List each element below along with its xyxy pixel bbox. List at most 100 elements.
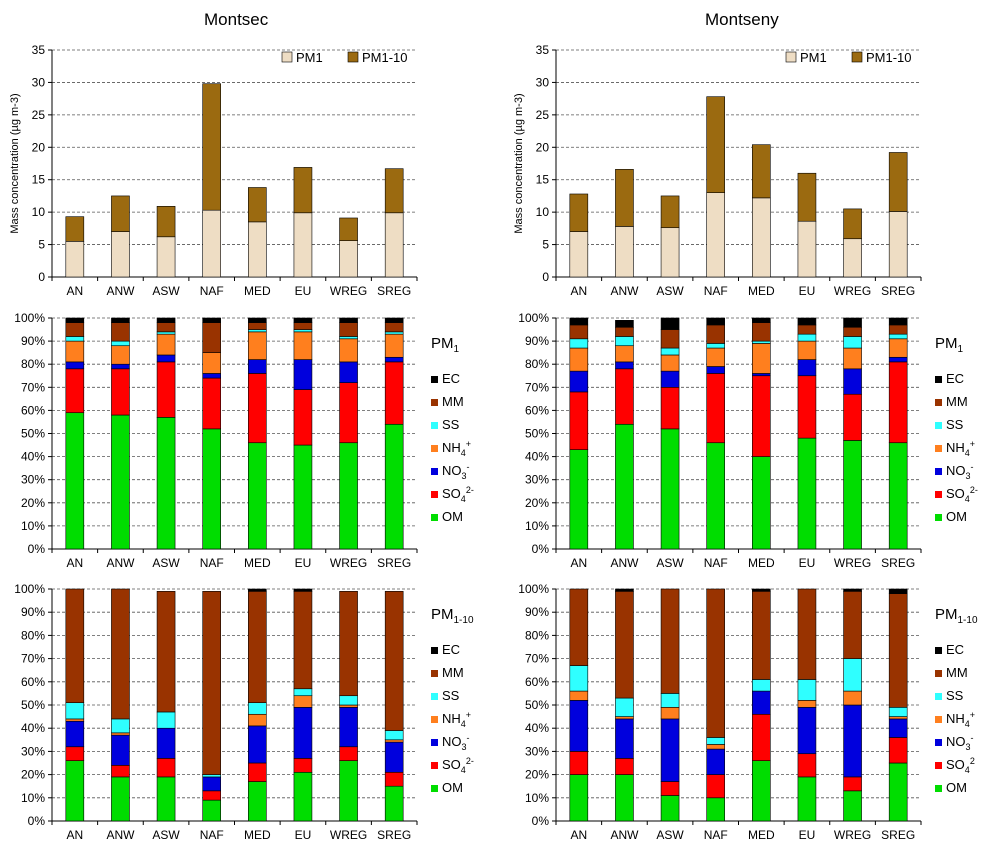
- y-axis-label: Mass concentration (µg m-3): [513, 93, 525, 233]
- bar-segment-pm1-asw: [660, 227, 680, 278]
- bar-segment-no3-naf: [202, 776, 221, 792]
- bar-segment-nh4-wreg: [843, 347, 862, 370]
- bar-segment-ss-naf: [202, 774, 221, 778]
- bar-segment-pm1-anw: [111, 231, 130, 278]
- y-tick-label: 90%: [525, 605, 549, 619]
- bar-segment-pm1-10-med: [752, 144, 771, 199]
- y-tick-label: 40%: [21, 721, 45, 735]
- bar-segment-nh4-an: [569, 690, 589, 701]
- y-tick-label: 60%: [21, 403, 45, 417]
- y-tick-label: 5: [38, 238, 45, 252]
- bar-segment-so4-asw: [660, 386, 680, 430]
- legend-label-ss: SS: [946, 417, 964, 432]
- y-tick-label: 30%: [525, 744, 549, 758]
- panel-title: PM1-10: [935, 606, 978, 626]
- y-tick-label: 10: [32, 205, 46, 219]
- bar-segment-ss-an: [65, 336, 85, 342]
- legend-swatch-pm1: [785, 51, 797, 63]
- bar-segment-mm-asw: [156, 591, 176, 713]
- montsec-title: Montsec: [204, 10, 269, 29]
- bar-segment-ec-an: [569, 317, 589, 326]
- bar-segment-pm1-med: [248, 221, 267, 278]
- bar-segment-om-asw: [156, 417, 176, 550]
- bar-segment-so4-anw: [111, 765, 130, 778]
- y-tick-label: 30%: [21, 473, 45, 487]
- y-tick-label: 10%: [21, 791, 45, 805]
- bar-segment-mm-eu: [797, 588, 817, 680]
- legend-swatch-mm: [935, 670, 942, 677]
- bar-segment-mm-anw: [111, 588, 130, 720]
- bar-segment-nh4-asw: [660, 707, 680, 720]
- bar-segment-mm-naf: [706, 588, 725, 738]
- bar-segment-so4-eu: [797, 753, 817, 778]
- y-tick-label: 80%: [21, 628, 45, 642]
- y-tick-label: 25: [536, 108, 550, 122]
- y-tick-label: 70%: [525, 652, 549, 666]
- y-tick-label: 0: [542, 270, 549, 284]
- bar-segment-pm1-10-anw: [111, 195, 130, 232]
- bar-segment-om-an: [569, 774, 589, 822]
- legend-label-om: OM: [442, 780, 463, 795]
- bar-segment-om-sreg: [888, 762, 908, 822]
- y-tick-label: 30%: [21, 744, 45, 758]
- x-category-label: EU: [295, 556, 312, 570]
- bar-segment-ec-eu: [293, 317, 313, 323]
- y-tick-label: 20%: [525, 496, 549, 510]
- bar-segment-pm1-asw: [156, 236, 176, 278]
- bar-segment-mm-an: [569, 588, 589, 666]
- bar-segment-no3-naf: [202, 373, 221, 379]
- legend-swatch-pm1-10: [347, 51, 359, 63]
- legend-swatch-pm1: [281, 51, 293, 63]
- bar-segment-ec-med: [752, 588, 771, 592]
- bar-segment-ss-wreg: [339, 695, 358, 706]
- bar-segment-no3-eu: [293, 359, 313, 390]
- bar-segment-om-eu: [797, 776, 817, 822]
- bar-segment-so4-asw: [156, 758, 176, 778]
- bar-segment-ss-asw: [156, 711, 176, 729]
- legend-label-ec: EC: [442, 642, 460, 657]
- legend-swatch-ec: [431, 376, 438, 383]
- bar-segment-mm-wreg: [339, 591, 358, 697]
- bar-segment-nh4-wreg: [339, 704, 358, 708]
- x-category-label: EU: [295, 284, 312, 298]
- bar-segment-pm1-10-wreg: [843, 208, 862, 240]
- y-tick-label: 35: [536, 43, 550, 57]
- x-category-label: ASW: [152, 556, 180, 570]
- bar-segment-so4-med: [248, 762, 267, 782]
- bar-segment-so4-wreg: [339, 382, 358, 444]
- bar-segment-ss-an: [569, 665, 589, 692]
- bar-segment-ec-wreg: [339, 317, 358, 323]
- bar-segment-nh4-med: [752, 343, 771, 374]
- y-tick-label: 15: [32, 173, 46, 187]
- bar-segment-no3-asw: [156, 727, 176, 759]
- x-category-label: NAF: [704, 284, 728, 298]
- y-axis-label: Mass concentration (µg m-3): [9, 93, 21, 233]
- bar-segment-so4-an: [65, 368, 85, 414]
- y-tick-label: 10%: [21, 519, 45, 533]
- legend-label-mm: MM: [442, 394, 464, 409]
- bar-segment-no3-eu: [797, 707, 817, 755]
- bar-segment-so4-eu: [293, 758, 313, 773]
- bar-segment-mm-anw: [111, 322, 130, 342]
- legend-label-ss: SS: [946, 688, 964, 703]
- x-category-label: ANW: [610, 284, 639, 298]
- bar-segment-nh4-med: [248, 713, 267, 727]
- x-category-label: WREG: [330, 828, 367, 842]
- y-tick-label: 5: [542, 238, 549, 252]
- legend-swatch-ss: [935, 422, 942, 429]
- bar-segment-no3-an: [569, 370, 589, 393]
- bar-segment-pm1-10-eu: [293, 167, 313, 214]
- bar-segment-ec-sreg: [888, 317, 908, 326]
- bar-segment-om-wreg: [843, 440, 862, 550]
- bar-segment-om-med: [248, 781, 267, 822]
- bar-segment-mm-naf: [706, 324, 725, 344]
- legend-swatch-no3: [431, 468, 438, 475]
- bar-segment-pm1-wreg: [339, 240, 358, 278]
- y-tick-label: 100%: [14, 311, 45, 325]
- y-tick-label: 40%: [525, 450, 549, 464]
- bar-segment-ss-anw: [111, 340, 130, 347]
- bar-segment-nh4-asw: [660, 354, 680, 372]
- bar-segment-mm-asw: [660, 329, 680, 349]
- bar-segment-mm-eu: [293, 591, 313, 690]
